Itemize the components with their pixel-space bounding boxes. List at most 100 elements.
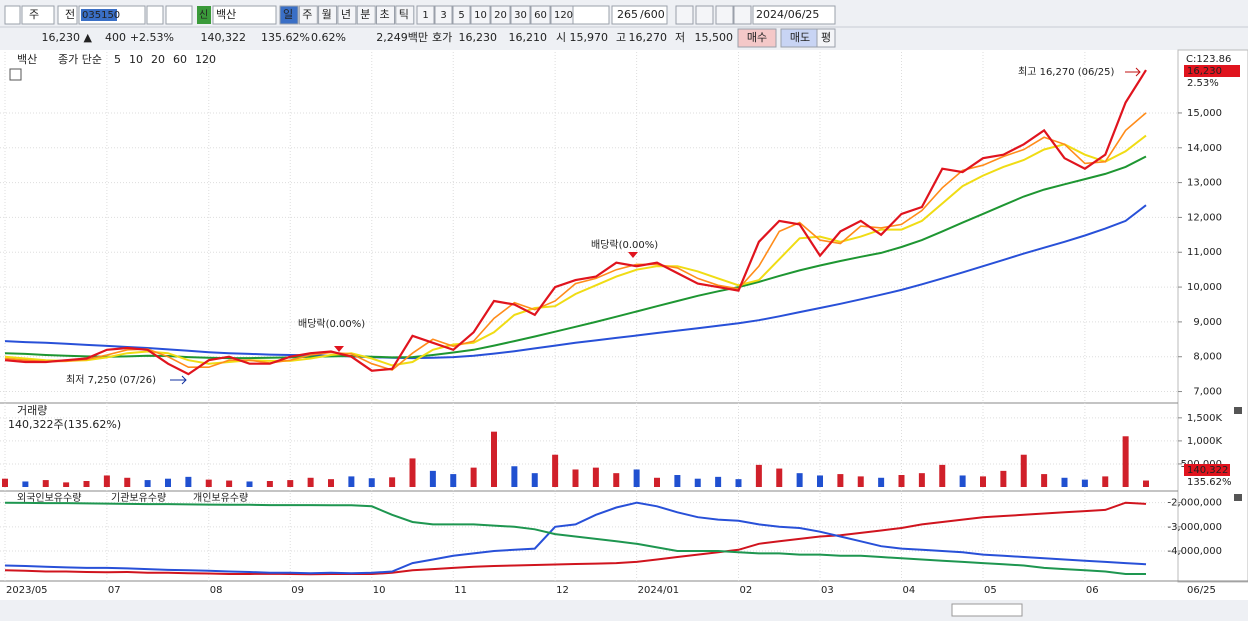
right-label: 2.53% xyxy=(1187,78,1219,89)
date: 2024/06/25 xyxy=(756,8,819,21)
scrollbar[interactable] xyxy=(0,600,1248,621)
volume-bar xyxy=(287,480,294,487)
period-button[interactable] xyxy=(279,5,299,25)
tool-button[interactable] xyxy=(675,5,694,25)
x-tick-label: 2024/01 xyxy=(638,585,680,596)
order-label: 매수 xyxy=(747,31,767,44)
order-button[interactable] xyxy=(816,28,836,48)
tool-button[interactable] xyxy=(695,5,714,25)
dropdown[interactable] xyxy=(21,5,55,25)
period-button[interactable] xyxy=(395,5,415,25)
volume-bar xyxy=(694,478,701,487)
name-input[interactable] xyxy=(212,5,277,25)
volume-bar xyxy=(103,475,110,487)
volume-bar xyxy=(1102,476,1109,487)
y-tick-label: -3,000,000 xyxy=(1167,522,1222,533)
volume-bar xyxy=(2,478,8,487)
interval-label: 1 xyxy=(422,10,428,21)
period-button[interactable] xyxy=(318,5,338,25)
y-tick-label: 7,000 xyxy=(1193,387,1222,398)
x-tick-label: 07 xyxy=(108,585,121,596)
right-label: 135.62% xyxy=(1187,477,1232,488)
y-tick-label: 12,000 xyxy=(1187,212,1222,223)
x-tick-label: 10 xyxy=(373,585,386,596)
legend-entry: 5 xyxy=(114,53,121,66)
badge-label: 신 xyxy=(199,9,208,21)
grid-icon[interactable] xyxy=(9,68,22,81)
x-end-label: 06/25 xyxy=(1187,585,1216,596)
volume-bar xyxy=(226,480,233,487)
volume-bar xyxy=(144,480,151,487)
order-button[interactable] xyxy=(737,28,777,48)
volume-bar xyxy=(205,479,212,487)
volume-bar xyxy=(470,467,477,487)
tool-button[interactable] xyxy=(733,5,752,25)
annotation: 최고 16,270 (06/25) xyxy=(1018,66,1114,78)
legend-entry: 120 xyxy=(195,53,216,66)
stock-name: 백산 xyxy=(216,8,236,21)
close-icon[interactable] xyxy=(1234,494,1242,501)
zoom-slider[interactable] xyxy=(951,603,1023,617)
y-tick-label: 1,500K xyxy=(1187,413,1223,424)
y-tick-label: 15,000 xyxy=(1187,108,1222,119)
tool-button[interactable] xyxy=(715,5,734,25)
volume-bar xyxy=(1041,474,1048,487)
arrow xyxy=(1125,67,1141,77)
count-input[interactable] xyxy=(611,5,668,25)
interval-button[interactable] xyxy=(416,5,435,25)
close-icon[interactable] xyxy=(1234,407,1242,414)
volume-bar xyxy=(165,478,171,487)
dropdown[interactable] xyxy=(57,5,78,25)
interval-label: 60 xyxy=(534,10,547,21)
ma-line xyxy=(4,112,1147,371)
x-tick-label: 02 xyxy=(740,585,753,596)
quote-field: 시 xyxy=(556,31,566,44)
volume-bar xyxy=(63,482,70,487)
quote-field: 16,230 ▲ xyxy=(42,31,93,44)
quote-field: 저 xyxy=(675,31,685,44)
date-input[interactable] xyxy=(752,5,836,25)
x-tick-label: 2023/05 xyxy=(6,585,48,596)
y-tick-label: 10,000 xyxy=(1187,282,1222,293)
interval-button[interactable] xyxy=(490,5,511,25)
interval-button[interactable] xyxy=(470,5,491,25)
volume-bar xyxy=(817,475,823,487)
interval-button[interactable] xyxy=(434,5,453,25)
combo[interactable] xyxy=(572,5,610,25)
period-button[interactable] xyxy=(298,5,318,25)
volume-bar xyxy=(959,475,966,487)
icon-button[interactable] xyxy=(4,5,21,25)
interval-button[interactable] xyxy=(452,5,471,25)
period-button[interactable] xyxy=(376,5,395,25)
y-tick-label: 13,000 xyxy=(1187,178,1222,189)
period-button[interactable] xyxy=(337,5,357,25)
volume-bar xyxy=(613,473,620,487)
period-label: 년 xyxy=(341,8,351,21)
right-label: C:123.86 xyxy=(1186,54,1231,65)
volume-bar xyxy=(878,477,885,487)
interval-button[interactable] xyxy=(530,5,551,25)
right-axis-bg xyxy=(1177,49,1248,583)
volume-bar xyxy=(715,476,722,487)
volume-bar xyxy=(266,481,273,487)
search-button[interactable] xyxy=(146,5,164,25)
marker xyxy=(334,346,344,352)
volume-bar xyxy=(735,479,742,487)
volume-bar xyxy=(572,469,579,487)
ma-line xyxy=(4,204,1147,360)
volume-bar xyxy=(592,467,599,487)
volume-bar xyxy=(1000,470,1007,487)
volume-bar xyxy=(531,473,538,487)
volume-bar xyxy=(22,481,29,487)
ma-line xyxy=(4,134,1147,367)
legend-entry: 개인보유수량 xyxy=(193,492,248,504)
period-button[interactable] xyxy=(356,5,376,25)
sound-button[interactable] xyxy=(165,5,193,25)
volume-bar xyxy=(755,464,762,487)
price-box xyxy=(1184,65,1240,77)
y-tick-label: 1,000K xyxy=(1187,436,1223,447)
right-label: 140,322 xyxy=(1187,465,1228,476)
interval-button[interactable] xyxy=(510,5,531,25)
x-tick-label: 04 xyxy=(903,585,916,596)
